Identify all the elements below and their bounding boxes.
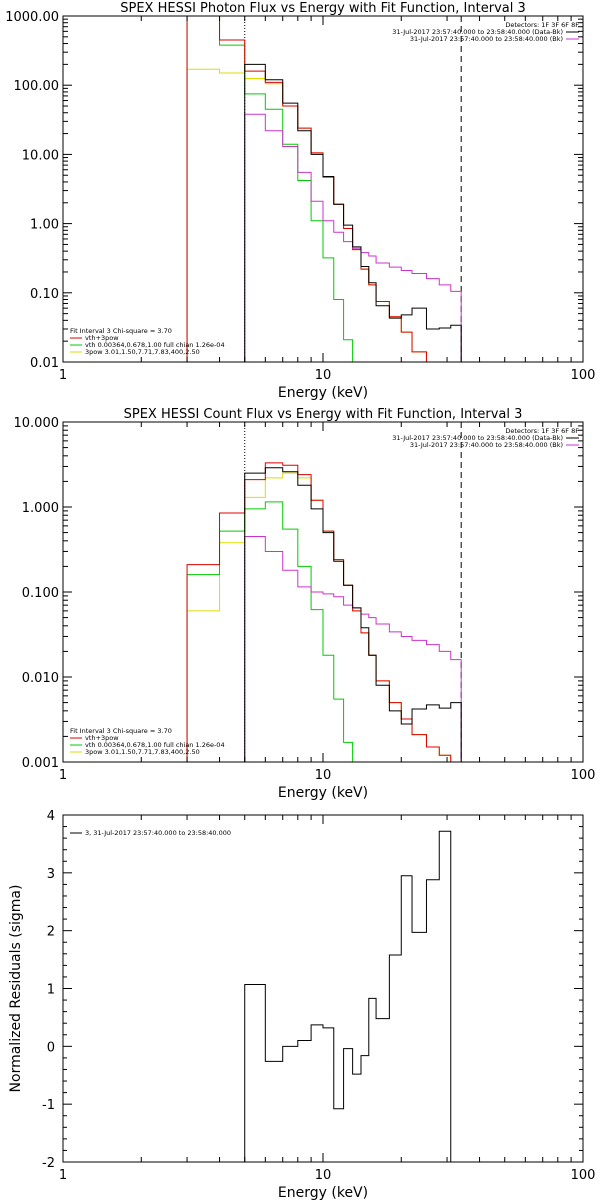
legend-header: Detectors: 1F 3F 6F 8F — [505, 427, 579, 435]
series-vth-3pow-line — [186, 462, 462, 762]
legend-left-label: vth+3pow — [85, 734, 119, 742]
legend-header: Detectors: 1F 3F 6F 8F — [505, 21, 579, 29]
legend-right-label: 31-Jul-2017 23:57:40.000 to 23:58:40.000… — [410, 35, 563, 43]
y-tick-label: 4 — [47, 809, 55, 824]
panel-1: 1 10 100 Energy (keV) 0.01 0.10 1.00 10.00 100.0… — [5, 1, 595, 401]
y-axis-label: Normalized Residuals (sigma) — [8, 885, 24, 1093]
y-tick-label: 0.100 — [22, 586, 59, 601]
legend-right-label: 31-Jul-2017 23:57:40.000 to 23:58:40.000… — [392, 434, 563, 442]
legend-left-header: Fit Interval 3 Chi-square = 3.70 — [70, 727, 172, 735]
series-vth-line — [186, 501, 361, 762]
y-tick-label: 2 — [47, 925, 55, 940]
plot-frame — [62, 15, 584, 363]
legend-left-label: vth+3pow — [85, 334, 119, 342]
x-axis-label: Energy (keV) — [278, 1185, 368, 1200]
series-data-bk-line — [244, 467, 462, 762]
legend-left-label: 3pow 3.01,1.50,7.71,7.83,400,2.50 — [85, 748, 200, 756]
series-vth-3pow-line — [186, 16, 462, 362]
plot-frame — [62, 814, 584, 1163]
y-tick-label: 1 — [47, 983, 55, 998]
series-3pow-line — [186, 472, 462, 762]
y-tick-label: 1.000 — [22, 501, 59, 516]
series-vth-line — [186, 16, 361, 362]
y-tick-label: 0.10 — [30, 287, 59, 302]
series-3pow-line — [186, 68, 462, 362]
y-tick-label: 100.00 — [14, 79, 60, 94]
y-tick-label: 10.00 — [22, 148, 59, 163]
legend-right-label: 31-Jul-2017 23:57:40.000 to 23:58:40.000… — [410, 441, 563, 449]
legend-right-label: 31-Jul-2017 23:57:40.000 to 23:58:40.000… — [392, 28, 563, 36]
x-tick-label: 100 — [571, 368, 596, 383]
x-tick-label: 10 — [315, 768, 332, 783]
series-data-bk-line — [244, 63, 462, 362]
x-axis-label: Energy (keV) — [278, 785, 368, 801]
chart-title: SPEX HESSI Count Flux vs Energy with Fit… — [124, 407, 523, 422]
y-tick-label: 10.000 — [14, 416, 60, 431]
y-tick-label: 0.01 — [30, 356, 59, 371]
series-layer — [244, 830, 452, 1162]
y-tick-label: 0 — [47, 1040, 55, 1055]
y-tick-label: 1.00 — [30, 218, 59, 233]
legend-left-header: Fit Interval 3 Chi-square = 3.70 — [70, 327, 172, 335]
x-tick-label: 10 — [315, 368, 332, 383]
legend-left-label: vth 0.00364,0.678,1.00 full chian 1.26e-… — [85, 741, 225, 749]
legend-left-label: vth 0.00364,0.678,1.00 full chian 1.26e-… — [85, 341, 225, 349]
y-tick-label: 3 — [47, 867, 55, 882]
series-layer — [186, 16, 462, 362]
series-bk-line — [244, 535, 462, 762]
y-tick-label: 1000.00 — [5, 10, 59, 25]
chart-title: SPEX HESSI Photon Flux vs Energy with Fi… — [120, 1, 526, 16]
x-tick-label: 10 — [315, 1168, 332, 1183]
x-axis-label: Energy (keV) — [278, 385, 368, 401]
x-tick-label: 1 — [59, 768, 67, 783]
y-tick-label: -2 — [42, 1156, 55, 1171]
x-tick-label: 1 — [59, 368, 67, 383]
legend-left-label: 3, 31-Jul-2017 23:57:40.000 to 23:58:40.… — [85, 829, 231, 837]
y-tick-label: 0.010 — [22, 671, 59, 686]
y-tick-label: -1 — [42, 1098, 55, 1113]
x-tick-label: 100 — [571, 768, 596, 783]
panel-2: 1 10 100 Energy (keV) 0.001 0.010 0.100 1.000 10… — [14, 407, 596, 801]
series-3-31-jul-2017-23-57-40-000-to-23-58-40-000-line — [244, 830, 452, 1162]
series-layer — [186, 462, 462, 762]
legend-left-label: 3pow 3.01,1.50,7.71,7.83,400,2.50 — [85, 348, 200, 356]
x-tick-label: 1 — [59, 1168, 67, 1183]
x-tick-label: 100 — [571, 1168, 596, 1183]
y-tick-label: 0.001 — [22, 756, 59, 771]
panel-3: 1 10 100 Energy (keV) -2 -1 0 1 2 3 4 Normalized Re… — [8, 809, 595, 1200]
